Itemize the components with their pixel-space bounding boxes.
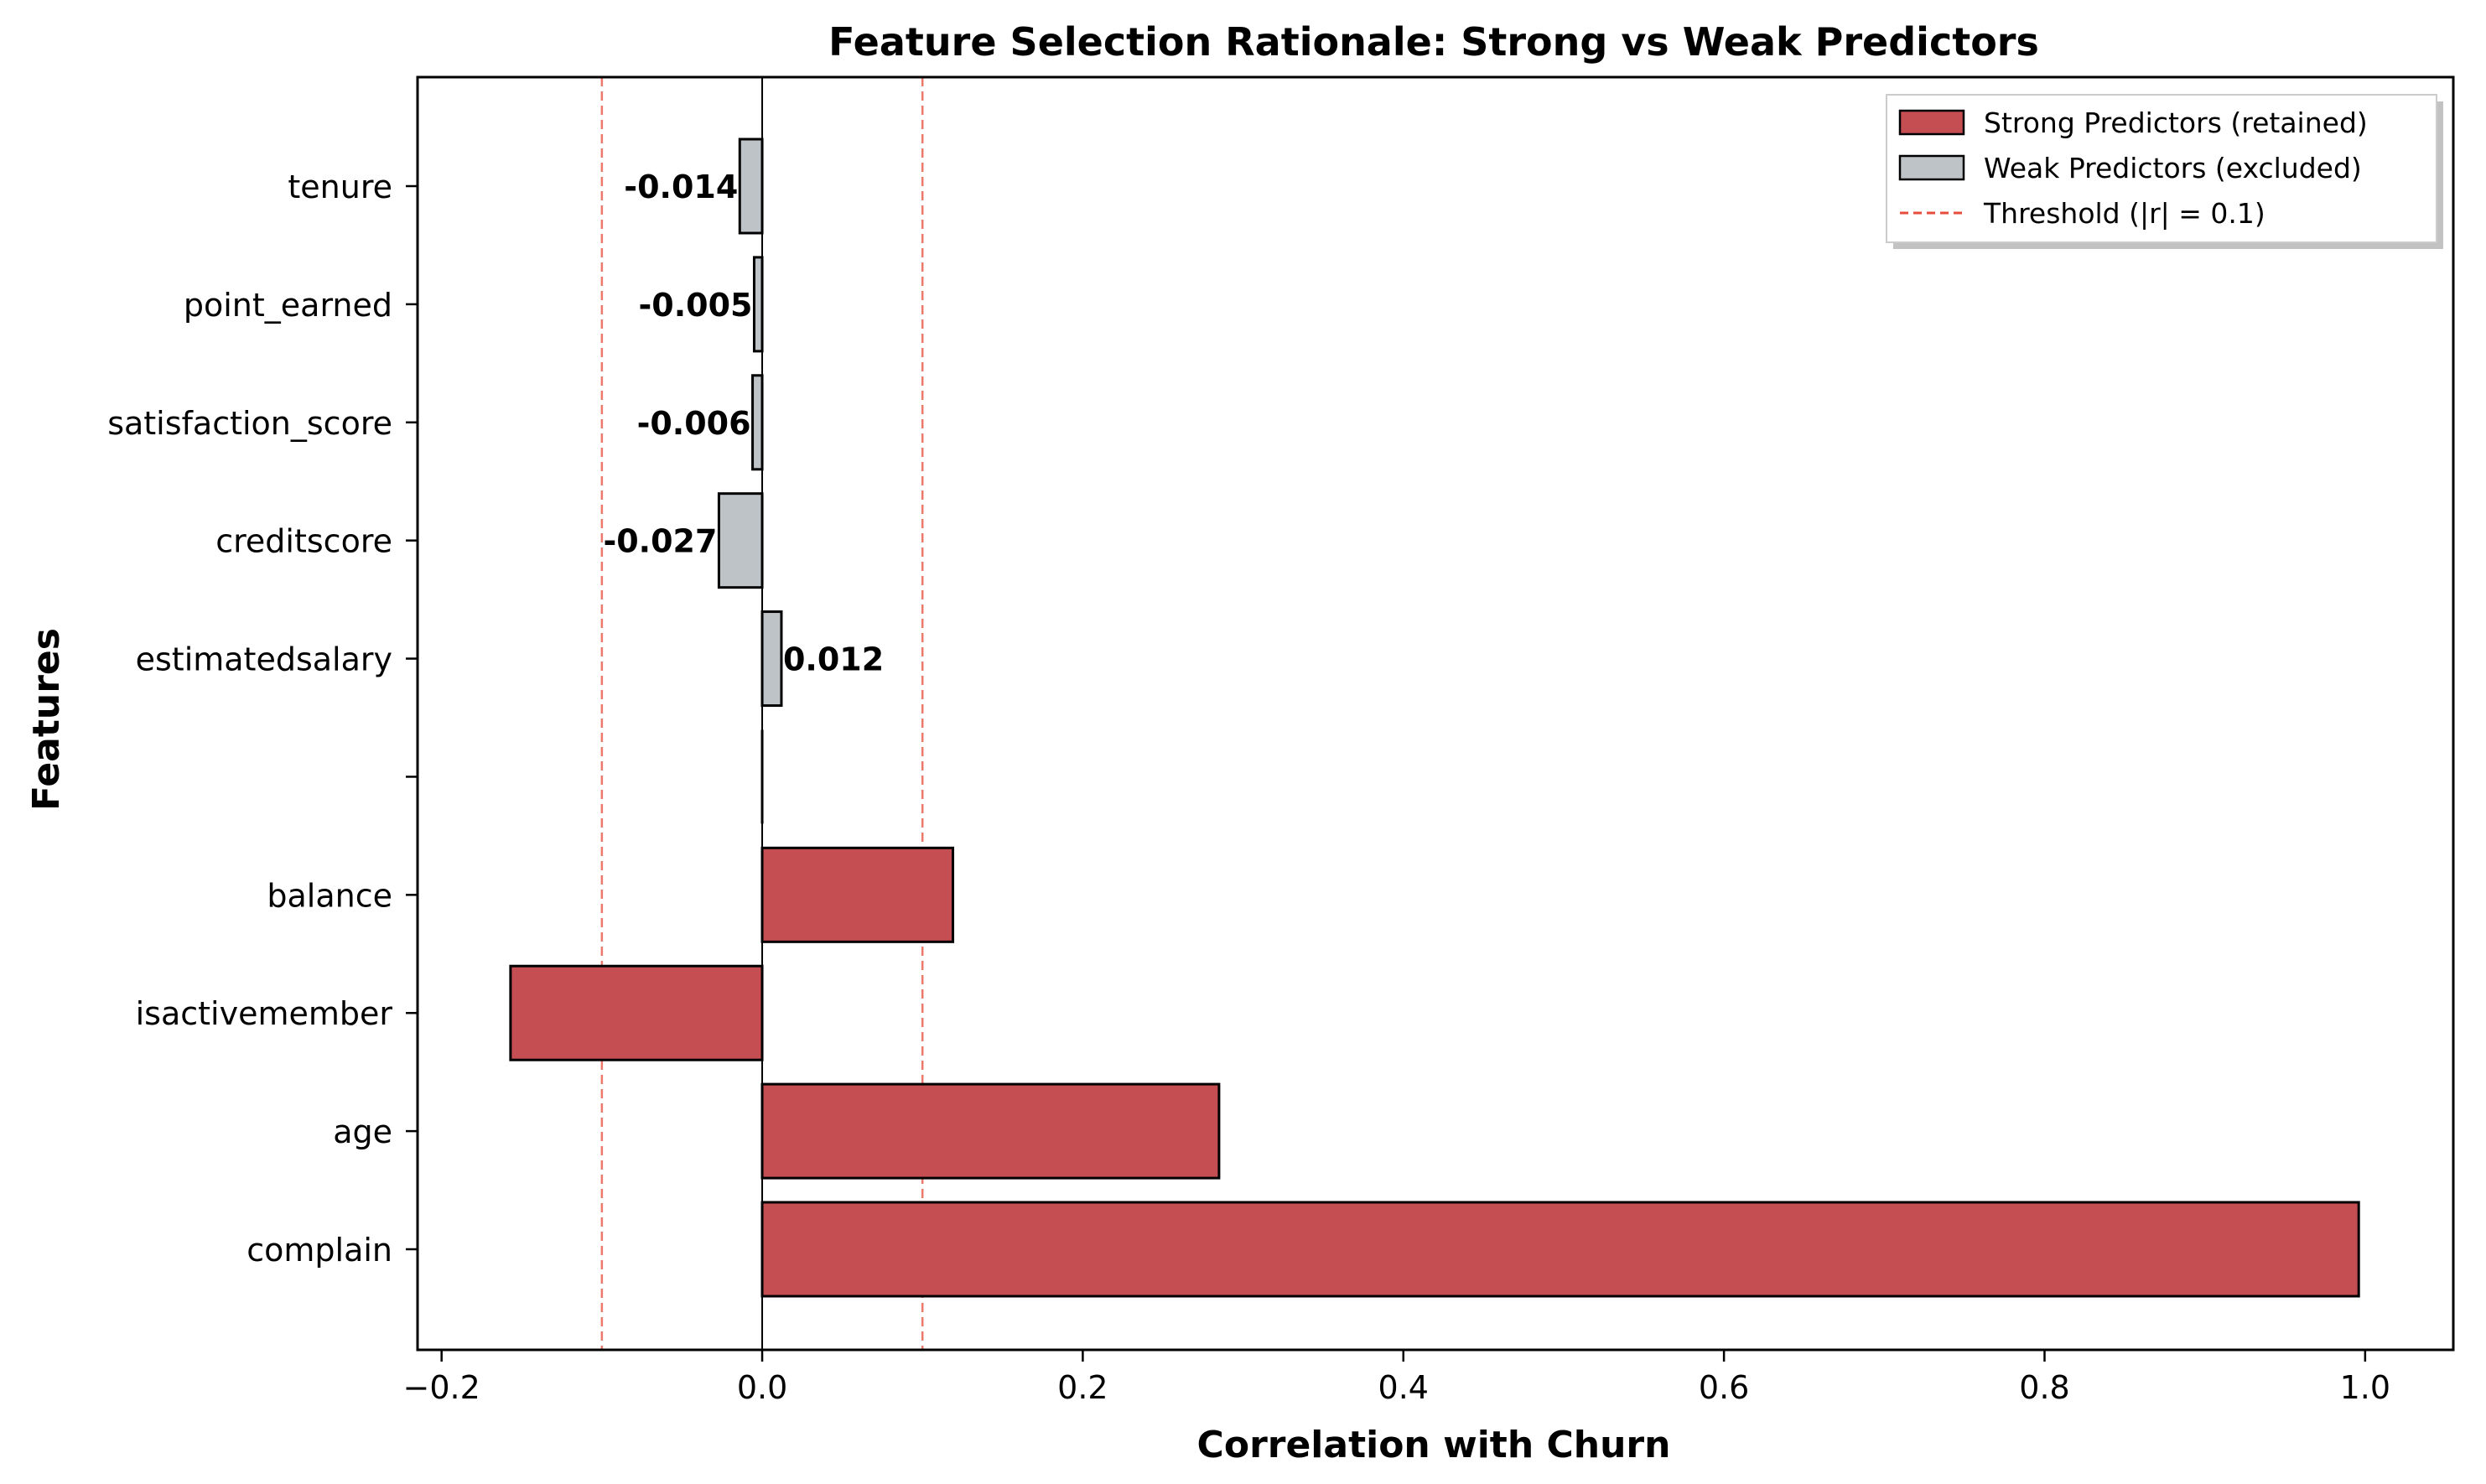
y-axis-label: Features [25, 628, 68, 811]
legend-threshold-label: Threshold (|r| = 0.1) [1983, 197, 2265, 230]
data-label-estimatedsalary: 0.012 [783, 641, 884, 678]
x-tick-label: 0.0 [737, 1369, 787, 1406]
bar-creditscore [717, 492, 764, 589]
bar-complain [760, 1201, 2360, 1298]
legend-weak-swatch [1898, 154, 1965, 181]
chart-title: Feature Selection Rationale: Strong vs W… [828, 19, 2039, 65]
y-tick-label-balance: balance [267, 877, 392, 914]
data-label-satisfaction_score: -0.006 [637, 405, 751, 442]
data-label-tenure: -0.014 [624, 169, 738, 205]
y-tick-label-complain: complain [247, 1232, 392, 1269]
x-tick-label: −0.2 [403, 1369, 480, 1406]
data-label-creditscore: -0.027 [603, 523, 717, 560]
bar-satisfaction_score [751, 374, 764, 471]
data-label-point_earned: -0.005 [639, 287, 753, 324]
x-tick-label: 0.2 [1057, 1369, 1108, 1406]
y-tick-label-age: age [333, 1113, 392, 1150]
x-tick-label: 0.8 [2019, 1369, 2069, 1406]
legend-strong-swatch [1898, 109, 1965, 136]
legend: Strong Predictors (retained) Weak Predict… [1886, 94, 2443, 249]
y-tick-label-isactivemember: isactivemember [136, 995, 393, 1032]
bar-tenure [738, 138, 764, 235]
x-tick-label: 1.0 [2340, 1369, 2390, 1406]
x-tick-label: 0.6 [1699, 1369, 1749, 1406]
bar-age [760, 1082, 1221, 1180]
y-tick-label-satisfaction_score: satisfaction_score [107, 405, 392, 442]
y-tick-label-point_earned: point_earned [184, 287, 392, 324]
legend-box [1886, 94, 2437, 243]
y-tick-label-creditscore: creditscore [215, 523, 392, 560]
bar-balance [760, 846, 955, 943]
legend-strong-label: Strong Predictors (retained) [1984, 106, 2368, 139]
bar-point_earned [752, 256, 764, 353]
x-axis-label: Correlation with Churn [1197, 1424, 1671, 1466]
y-tick-label-tenure: tenure [288, 169, 392, 205]
legend-weak-label: Weak Predictors (excluded) [1984, 152, 2362, 184]
plot-area: 0.012 -0.027 -0.006 -0.005 -0.014 −0.2 0.0 0.2 0… [107, 75, 2455, 1406]
axes-frame [416, 75, 2455, 1352]
bar-estimatedsalary [760, 610, 783, 708]
bar-isactivemember [509, 964, 764, 1061]
x-tick-label: 0.4 [1378, 1369, 1429, 1406]
y-tick-label-estimatedsalary: estimatedsalary [136, 641, 392, 678]
